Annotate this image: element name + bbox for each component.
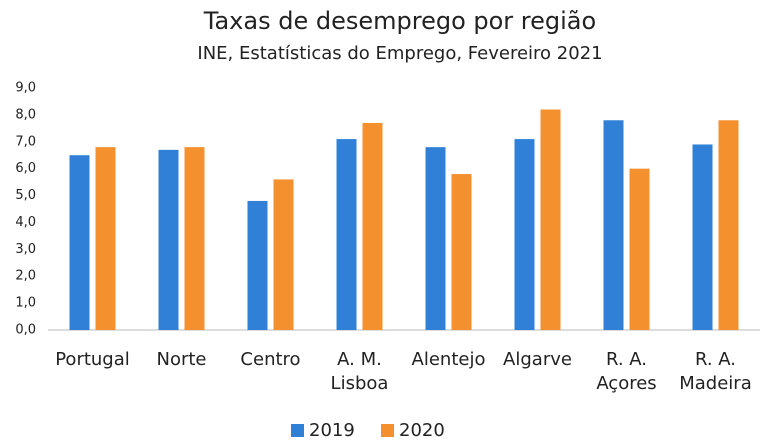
y-tick-label: 5,0 [15,188,36,203]
y-tick-label: 3,0 [15,242,36,257]
bar [718,120,739,331]
bar [425,147,446,330]
legend-label: 2020 [399,420,445,441]
bar [69,155,90,330]
bar [158,149,179,330]
bar [451,174,472,330]
y-tick-label: 1,0 [15,296,36,311]
x-tick-label: Alentejo [411,349,486,370]
x-tick-label: Centro [240,349,301,370]
bar [540,109,561,330]
x-tick-label: Portugal [55,349,130,370]
legend-label: 2019 [309,420,355,441]
chart-title: Taxas de desemprego por região [203,7,596,35]
x-tick-label: R. A. Açores [596,349,657,394]
legend-swatch [381,424,394,437]
y-tick-label: 2,0 [15,269,36,284]
bar [336,139,357,330]
chart-subtitle: INE, Estatísticas do Emprego, Fevereiro … [197,43,602,64]
y-tick-label: 6,0 [15,161,36,176]
x-tick-label: A. M. Lisboa [330,349,389,394]
y-tick-label: 8,0 [15,107,36,122]
bar [514,139,535,330]
bar [603,120,624,331]
bar [247,200,268,330]
x-tick-label: Algarve [503,349,572,370]
y-tick-label: 0,0 [15,323,36,338]
bar [629,168,650,330]
x-tick-label: Norte [156,349,207,370]
y-tick-label: 4,0 [15,215,36,230]
legend-swatch [291,424,304,437]
bar [362,122,383,330]
y-tick-label: 7,0 [15,134,36,149]
bar [692,144,713,330]
y-tick-label: 9,0 [15,81,36,96]
bar [184,147,205,330]
x-tick-label: R. A. Madeira [679,349,752,394]
bar [273,179,294,330]
bar [95,147,116,330]
